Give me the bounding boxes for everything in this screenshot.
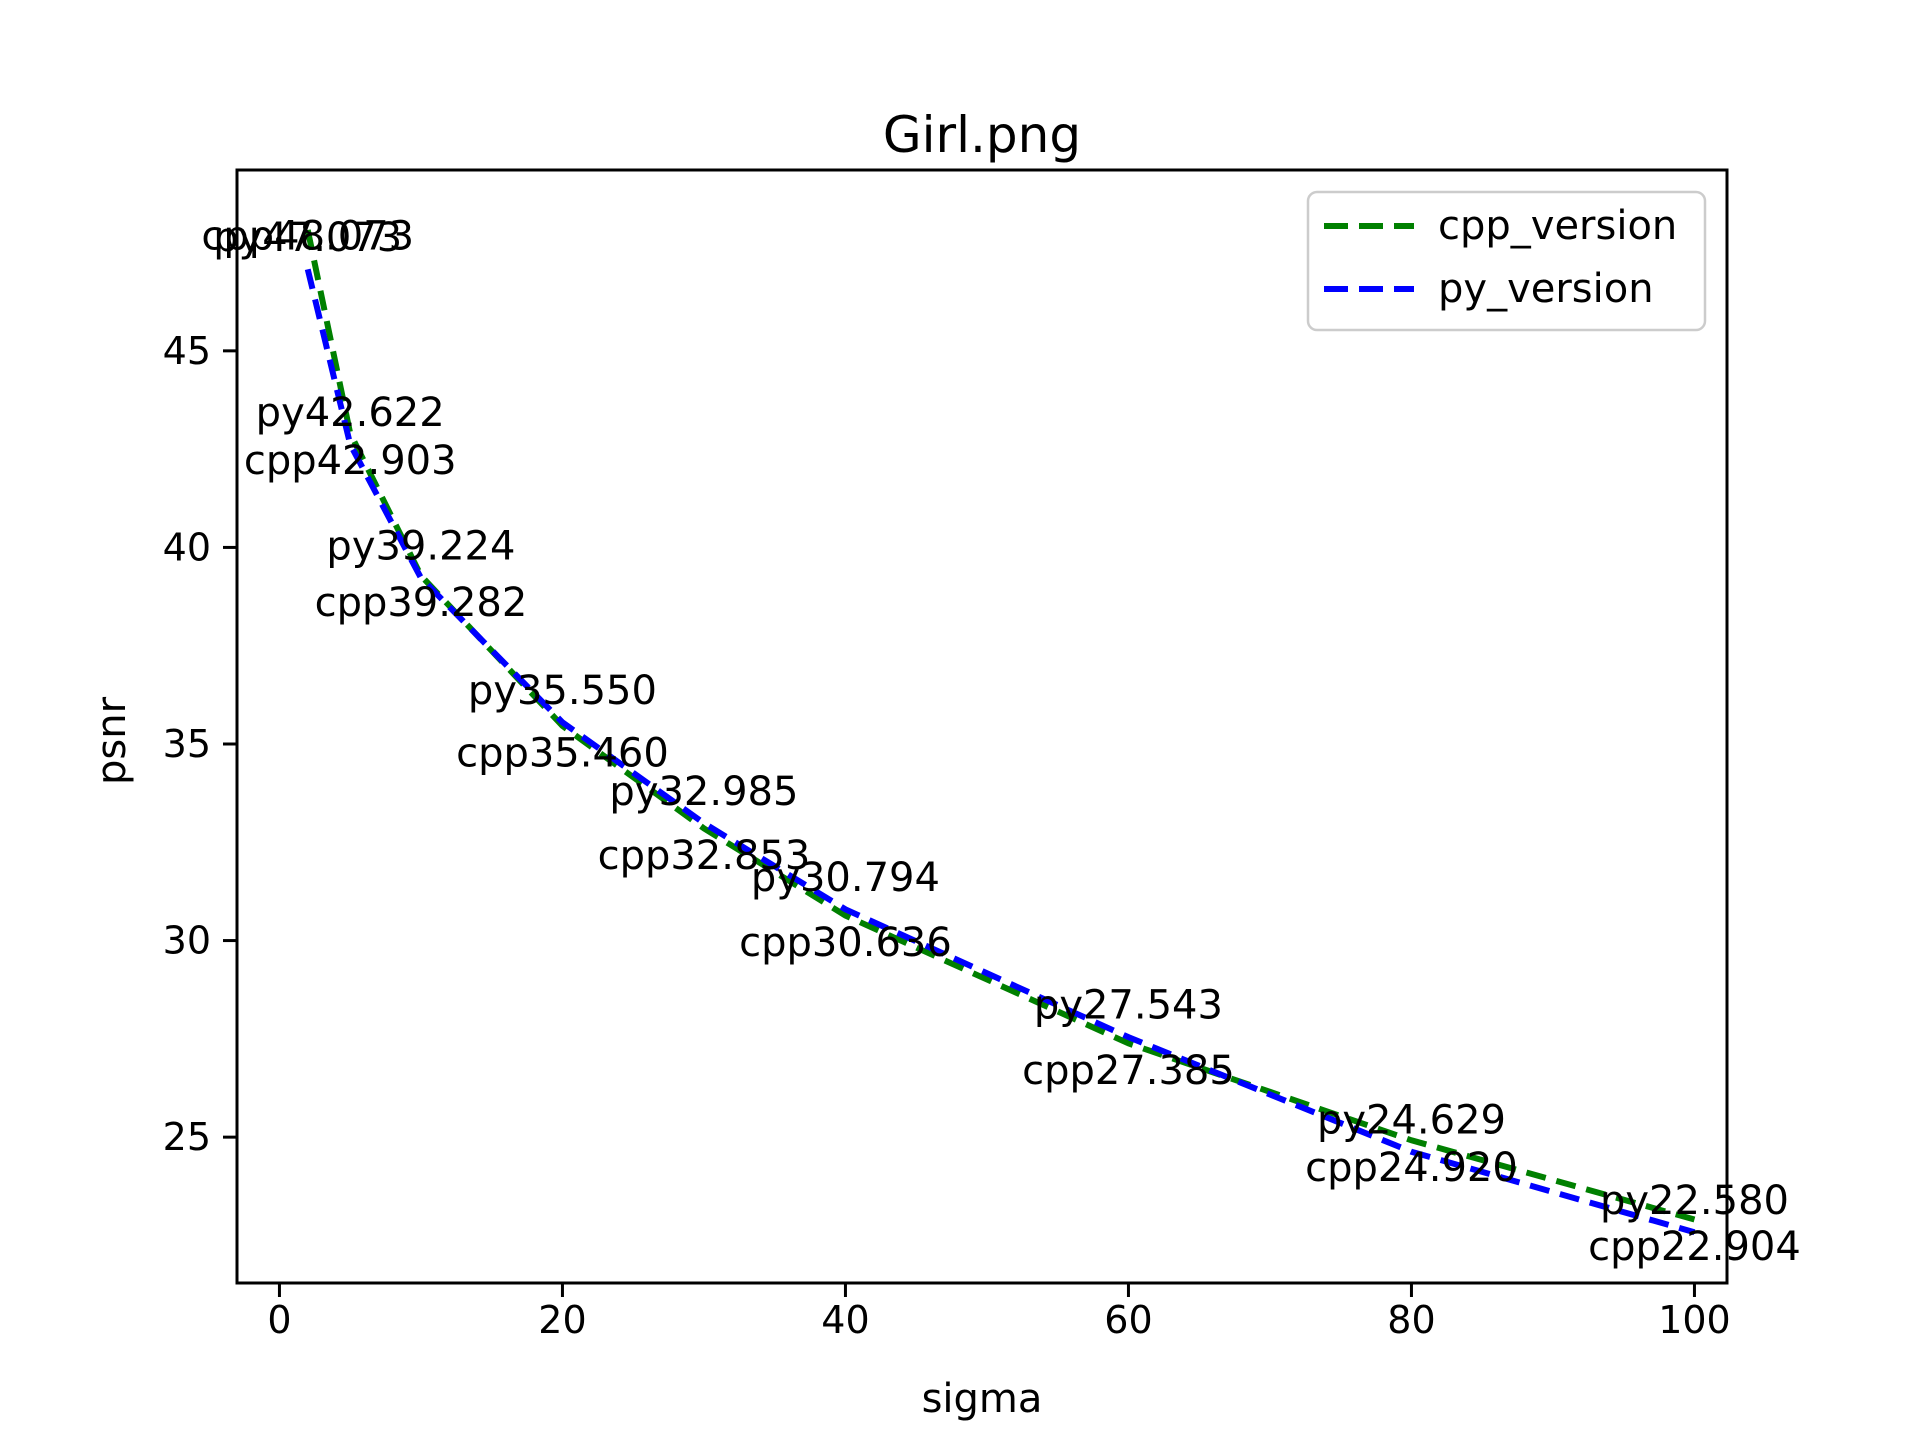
chart-title: Girl.png [883, 106, 1081, 164]
point-label-cpp_version: cpp22.904 [1588, 1224, 1801, 1270]
point-label-cpp_version: cpp27.385 [1022, 1048, 1235, 1094]
y-tick-label: 45 [163, 329, 211, 373]
x-axis-label: sigma [922, 1376, 1043, 1422]
x-tick-label: 80 [1387, 1298, 1435, 1342]
point-label-py_version: py32.985 [609, 769, 798, 815]
series-lines [304, 229, 1696, 1236]
legend-cpp-label: cpp_version [1438, 203, 1677, 249]
point-label-cpp_version: cpp48.073 [201, 214, 414, 260]
x-tick-label: 40 [821, 1298, 869, 1342]
x-axis-ticks: 0 20 40 60 80 100 [267, 1283, 1731, 1342]
point-label-py_version: py42.622 [256, 390, 445, 436]
point-labels: cpp48.073 cpp42.903 cpp39.282 cpp35.460 cpp3… [201, 214, 1800, 1270]
y-tick-label: 40 [163, 525, 211, 569]
y-tick-label: 35 [163, 722, 211, 766]
point-label-cpp_version: cpp32.853 [598, 833, 811, 879]
point-label-cpp_version: cpp35.460 [456, 730, 669, 776]
legend: cpp_version py_version [1306, 190, 1707, 332]
y-tick-label: 25 [163, 1115, 211, 1159]
point-label-cpp_version: cpp42.903 [244, 438, 457, 484]
y-axis-ticks: 25 30 35 40 45 [163, 329, 237, 1159]
series-line-cpp_version [304, 229, 1696, 1223]
x-tick-label: 60 [1104, 1298, 1152, 1342]
x-tick-label: 0 [267, 1298, 291, 1342]
legend-py-label: py_version [1438, 266, 1654, 312]
plot-area [235, 168, 1729, 1285]
point-label-py_version: py27.543 [1034, 983, 1223, 1029]
legend-item-py-version: py_version [1324, 266, 1654, 312]
legend-item-cpp-version: cpp_version [1324, 203, 1677, 249]
point-label-py_version: py22.580 [1600, 1178, 1789, 1224]
x-tick-label: 100 [1658, 1298, 1731, 1342]
point-label-py_version: py39.224 [326, 523, 515, 569]
point-label-py_version: py47.073 [213, 215, 402, 261]
point-label-py_version: py30.794 [751, 855, 940, 901]
point-label-cpp_version: cpp39.282 [315, 580, 528, 626]
series-line-py_version [304, 268, 1696, 1236]
point-label-cpp_version: cpp30.636 [739, 920, 952, 966]
point-label-py_version: py35.550 [468, 668, 657, 714]
y-axis-label: psnr [89, 696, 135, 785]
y-tick-label: 30 [163, 919, 211, 963]
x-tick-label: 20 [538, 1298, 586, 1342]
point-label-cpp_version: cpp24.920 [1305, 1145, 1518, 1191]
point-label-py_version: py24.629 [1317, 1097, 1506, 1143]
